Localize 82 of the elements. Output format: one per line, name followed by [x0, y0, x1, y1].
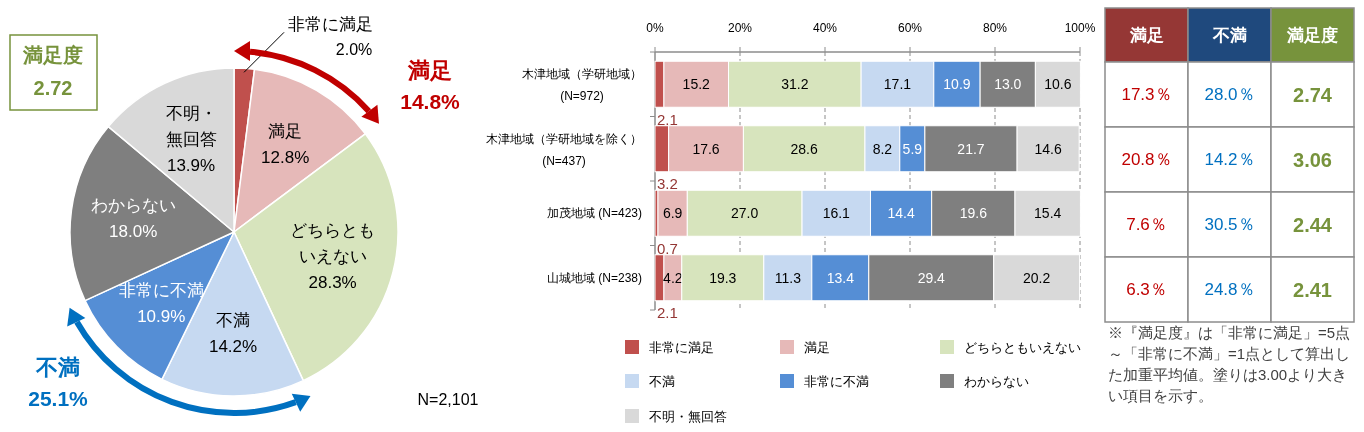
legend-label: 不満 — [649, 373, 675, 389]
data-label: 2.0% — [335, 40, 373, 58]
data-label: 12.8% — [261, 147, 310, 167]
data-label: 5.9 — [902, 140, 923, 157]
slice-label: 不明・無回答 — [165, 104, 217, 150]
slice-label: わからない — [90, 195, 176, 215]
data-label: 2.1 — [657, 304, 678, 322]
category-label: 不満 — [1211, 25, 1247, 45]
data-label: 18.0% — [109, 221, 158, 241]
text: 14.8% — [400, 89, 461, 113]
data-label: 17.1 — [883, 76, 912, 93]
x-tick-label: 40% — [812, 21, 838, 35]
y-tick-label: 木津地域（学研地域を除く）(N=437) — [486, 131, 642, 168]
data-label: 14.6 — [1034, 140, 1062, 157]
legend-label: どちらともいえない — [964, 339, 1081, 355]
data-label: 10.9% — [137, 306, 186, 326]
y-tick-label: 山城地域 (N=238) — [546, 270, 642, 285]
text: 24.8％ — [1204, 280, 1255, 299]
data-label: 29.4 — [917, 269, 946, 286]
x-tick-label: 20% — [727, 21, 753, 35]
data-label: 13.4 — [826, 269, 855, 286]
data-label: 15.2 — [682, 76, 711, 93]
data-label: 11.3 — [774, 269, 802, 286]
data-label: 0.7 — [657, 239, 678, 257]
slice-label: 不満 — [216, 311, 251, 331]
data-label: 4.2 — [663, 269, 683, 286]
data-label: 13.9% — [166, 156, 216, 176]
legend-label: 非常に満足 — [649, 339, 714, 355]
data-label: 10.6 — [1044, 76, 1072, 93]
text: 17.3％ — [1121, 85, 1172, 104]
text: 2.41 — [1293, 278, 1332, 301]
text: 30.5％ — [1204, 215, 1255, 234]
text: 2.44 — [1293, 213, 1332, 236]
text: 満足度 — [22, 44, 83, 66]
text: 14.2％ — [1204, 150, 1255, 169]
y-tick-label: 加茂地域 (N=423) — [546, 206, 642, 221]
data-label: 17.6 — [692, 140, 720, 157]
data-label: 10.9 — [943, 76, 971, 93]
legend-label: 不明・無回答 — [649, 408, 727, 424]
x-tick-label: 0% — [646, 21, 664, 35]
slice-label: 満足 — [268, 121, 303, 141]
data-label: 13.0 — [994, 76, 1022, 93]
data-label: 31.2 — [781, 76, 809, 93]
data-label: 20.2 — [1023, 269, 1051, 286]
data-label: 14.2% — [208, 337, 258, 357]
y-tick-label: 木津地域（学研地域）(N=972) — [522, 67, 642, 104]
text: 25.1% — [28, 386, 89, 410]
text: 6.3％ — [1126, 280, 1167, 299]
text: 2.74 — [1293, 83, 1332, 106]
slice-label: 満足 — [407, 57, 452, 83]
slice-label: どちらともいえない — [290, 221, 376, 267]
slice-label: 非常に満足 — [288, 14, 374, 34]
text: 2.72 — [33, 77, 73, 99]
data-label: 16.1 — [822, 205, 851, 222]
text: 7.6％ — [1126, 215, 1167, 234]
category-label: 満足度 — [1286, 25, 1338, 45]
data-label: 15.4 — [1034, 205, 1062, 222]
text: 3.06 — [1293, 148, 1332, 171]
text: ※『満足度』は「非常に満足」=5点～「非常に不満」=1点として算出した加重平均値。塗りは3.00より大きい項目を示す。 — [1108, 323, 1352, 406]
x-tick-label: 100% — [1064, 21, 1096, 35]
slice-label: 非常に不満 — [118, 280, 204, 300]
category-label: 満足 — [1128, 25, 1164, 45]
legend-label: 非常に不満 — [804, 373, 869, 389]
text: 28.0％ — [1204, 85, 1255, 104]
data-label: 8.2 — [872, 140, 893, 157]
data-label: 27.0 — [731, 205, 759, 222]
data-label: 19.6 — [959, 205, 988, 222]
legend-label: 満足 — [804, 339, 830, 355]
data-label: 6.9 — [662, 205, 683, 222]
data-label: 21.7 — [957, 140, 985, 157]
data-label: 28.3% — [308, 273, 357, 293]
text: 不満 — [35, 354, 80, 380]
legend-label: わからない — [964, 373, 1029, 389]
data-label: 19.3 — [709, 269, 737, 286]
data-label: 2.1 — [657, 110, 678, 128]
data-label: 14.4 — [887, 205, 915, 222]
data-label: 3.2 — [657, 175, 678, 193]
text: 20.8％ — [1121, 150, 1172, 169]
data-label: 28.6 — [790, 140, 819, 157]
x-tick-label: 80% — [982, 21, 1008, 35]
x-tick-label: 60% — [897, 21, 923, 35]
text: N=2,101 — [417, 390, 479, 408]
